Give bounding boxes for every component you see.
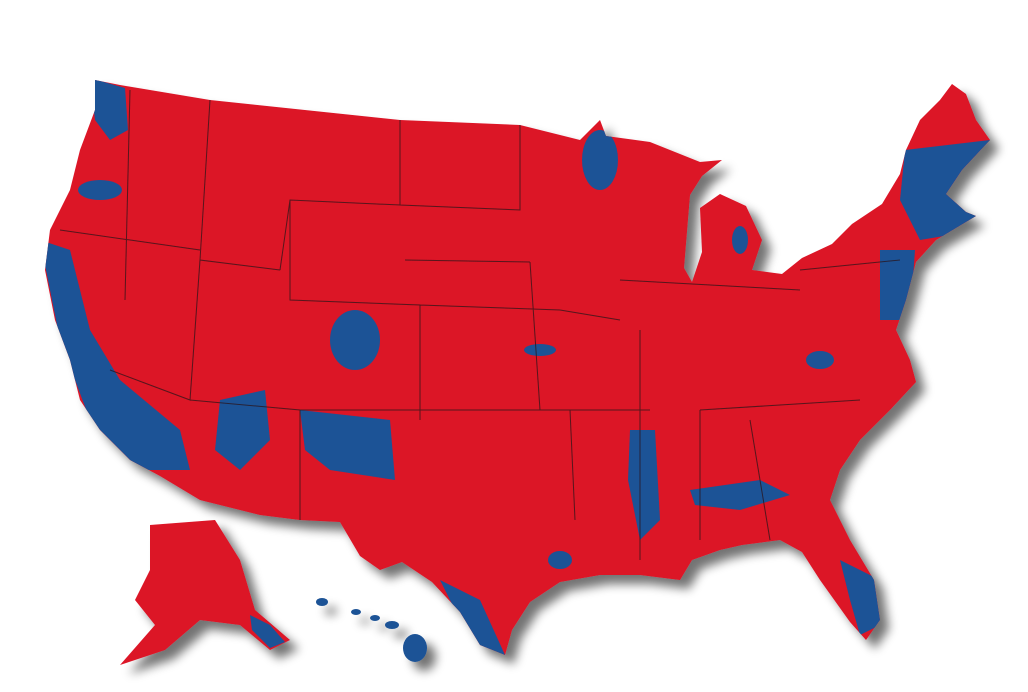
hawaii-island [403,634,427,662]
new-mexico-north [300,410,395,480]
virginia-urban [806,351,834,369]
oregon-valley [78,180,122,200]
minnesota-northeast [582,130,618,190]
california-coast [45,240,190,470]
hawaii-island [351,609,361,615]
state-borders [59,89,901,560]
hawaii-island [370,615,380,621]
hawaii [316,598,427,662]
mississippi-delta [628,430,660,540]
alaska [120,520,290,665]
south-florida [840,560,880,635]
houston [548,551,572,569]
hawaii-island [316,598,328,606]
colorado-mountains [330,310,380,370]
map-body [45,80,990,665]
black-belt [690,480,790,510]
rio-grande-valley [440,580,505,655]
alaska-southeast [250,615,285,648]
puget-sound [90,80,128,140]
new-england [900,140,990,240]
hawaii-island [385,621,399,629]
blue-counties [45,80,990,655]
arizona-south [215,390,270,470]
kansas-city [524,344,556,356]
michigan-urban [732,226,748,254]
